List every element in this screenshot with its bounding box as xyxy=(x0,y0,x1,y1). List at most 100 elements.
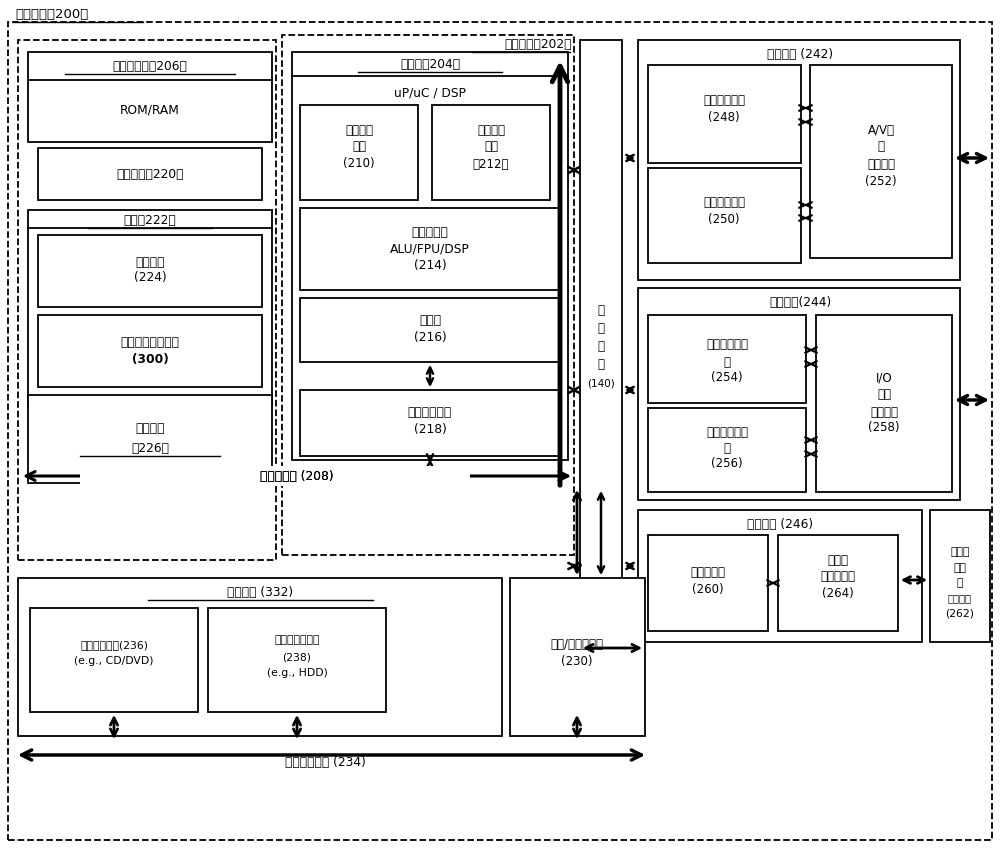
Text: 储存接口总线 (234): 储存接口总线 (234) xyxy=(285,756,365,768)
Text: 存储器总线 (208): 存储器总线 (208) xyxy=(260,470,334,483)
Text: A/V端: A/V端 xyxy=(868,124,895,137)
Text: (140): (140) xyxy=(587,379,615,389)
Text: 器: 器 xyxy=(724,442,730,455)
Text: 图像处理单元: 图像处理单元 xyxy=(703,93,745,107)
Text: 系统存储器（206）: 系统存储器（206） xyxy=(113,59,187,72)
Text: 接: 接 xyxy=(598,304,604,316)
Text: 口: 口 xyxy=(598,321,604,334)
Text: 外设接口(244): 外设接口(244) xyxy=(769,295,831,309)
Text: (264): (264) xyxy=(822,588,854,600)
Text: (230): (230) xyxy=(561,656,593,668)
Text: 存储器控制器: 存储器控制器 xyxy=(408,405,452,419)
Bar xyxy=(648,408,806,492)
Text: (214): (214) xyxy=(414,259,446,272)
Text: 总线/接口控制器: 总线/接口控制器 xyxy=(550,639,604,651)
Text: (260): (260) xyxy=(692,583,724,595)
Bar xyxy=(292,52,568,460)
Text: 并行接口控制: 并行接口控制 xyxy=(706,426,748,438)
Bar xyxy=(18,40,276,560)
Text: 算设: 算设 xyxy=(954,563,966,573)
Text: (254): (254) xyxy=(711,371,743,384)
Text: 口: 口 xyxy=(878,141,885,153)
Bar xyxy=(185,762,465,780)
Text: 口（多个）: 口（多个） xyxy=(820,571,856,583)
Text: ALU/FPU/DSP: ALU/FPU/DSP xyxy=(390,243,470,255)
Bar xyxy=(648,535,768,631)
Bar xyxy=(638,288,960,500)
Bar xyxy=(300,390,560,456)
Bar xyxy=(208,608,386,712)
Text: (224): (224) xyxy=(134,271,166,284)
Text: (218): (218) xyxy=(414,423,446,437)
Text: （多个）: （多个） xyxy=(948,593,972,603)
Text: 缓存: 缓存 xyxy=(352,141,366,153)
Text: uP/uC / DSP: uP/uC / DSP xyxy=(394,86,466,99)
Text: 备: 备 xyxy=(957,578,963,588)
Text: 寄存器: 寄存器 xyxy=(419,314,441,326)
Text: (216): (216) xyxy=(414,331,446,343)
Bar xyxy=(638,40,960,280)
Bar xyxy=(648,315,806,403)
Text: I/O: I/O xyxy=(876,371,892,384)
Text: 操作系统（220）: 操作系统（220） xyxy=(116,168,184,181)
Bar xyxy=(648,65,801,163)
Text: (e.g., HDD): (e.g., HDD) xyxy=(267,668,327,678)
Text: ROM/RAM: ROM/RAM xyxy=(120,103,180,116)
Text: 器: 器 xyxy=(724,355,730,369)
Text: （226）: （226） xyxy=(131,442,169,455)
Text: 可移除储存器(236): 可移除储存器(236) xyxy=(80,640,148,650)
Bar xyxy=(38,315,262,387)
Bar xyxy=(510,578,645,736)
Text: 通信端: 通信端 xyxy=(828,555,848,567)
Text: 输出设备 (242): 输出设备 (242) xyxy=(767,47,833,60)
Bar xyxy=(638,510,922,642)
Bar xyxy=(432,105,550,200)
Text: 不可移除储存器: 不可移除储存器 xyxy=(274,635,320,645)
Text: (250): (250) xyxy=(708,214,740,226)
Text: （多个）: （多个） xyxy=(867,158,895,170)
Text: (252): (252) xyxy=(865,175,897,187)
Bar xyxy=(28,210,272,405)
Bar xyxy=(300,105,418,200)
Text: (210): (210) xyxy=(343,158,375,170)
Bar xyxy=(30,608,198,712)
Text: 一级高速: 一级高速 xyxy=(345,124,373,137)
Text: 应用（222）: 应用（222） xyxy=(124,214,176,226)
Text: 计算设备（200）: 计算设备（200） xyxy=(15,8,88,20)
Text: 其他计: 其他计 xyxy=(950,547,970,557)
Bar xyxy=(282,35,574,555)
Text: 线: 线 xyxy=(598,358,604,371)
Text: 通信设备 (246): 通信设备 (246) xyxy=(747,517,813,531)
Text: 端口: 端口 xyxy=(877,388,891,401)
Text: 储存设备 (332): 储存设备 (332) xyxy=(227,585,293,599)
Bar xyxy=(80,466,470,486)
Text: 音频处理单元: 音频处理单元 xyxy=(703,196,745,209)
Text: (238): (238) xyxy=(283,652,312,662)
Text: 处理器（204）: 处理器（204） xyxy=(400,58,460,70)
Text: (256): (256) xyxy=(711,458,743,471)
Text: （212）: （212） xyxy=(473,158,509,170)
Text: (300): (300) xyxy=(132,354,168,366)
Text: 基本配置（202）: 基本配置（202） xyxy=(505,37,572,51)
Bar xyxy=(38,235,262,307)
Bar xyxy=(810,65,952,258)
Text: 其他应用: 其他应用 xyxy=(135,255,165,269)
Text: 程序数据: 程序数据 xyxy=(135,421,165,434)
Bar xyxy=(580,40,622,596)
Text: 处理器核心: 处理器核心 xyxy=(412,226,448,238)
Text: 总: 总 xyxy=(598,339,604,353)
Text: 缓存: 缓存 xyxy=(484,141,498,153)
Bar xyxy=(300,298,560,362)
Text: (258): (258) xyxy=(868,421,900,434)
Bar xyxy=(778,535,898,631)
Text: 二级高速: 二级高速 xyxy=(477,124,505,137)
Text: （多个）: （多个） xyxy=(870,405,898,419)
Bar xyxy=(38,148,262,200)
Bar xyxy=(28,395,272,483)
Text: 串行接口控制: 串行接口控制 xyxy=(706,338,748,352)
Bar xyxy=(18,578,502,736)
Text: 存储器总线 (208): 存储器总线 (208) xyxy=(260,470,334,483)
Text: (262): (262) xyxy=(946,609,974,619)
Bar xyxy=(930,510,990,642)
Text: 异常原因定位装置: 异常原因定位装置 xyxy=(120,336,180,349)
